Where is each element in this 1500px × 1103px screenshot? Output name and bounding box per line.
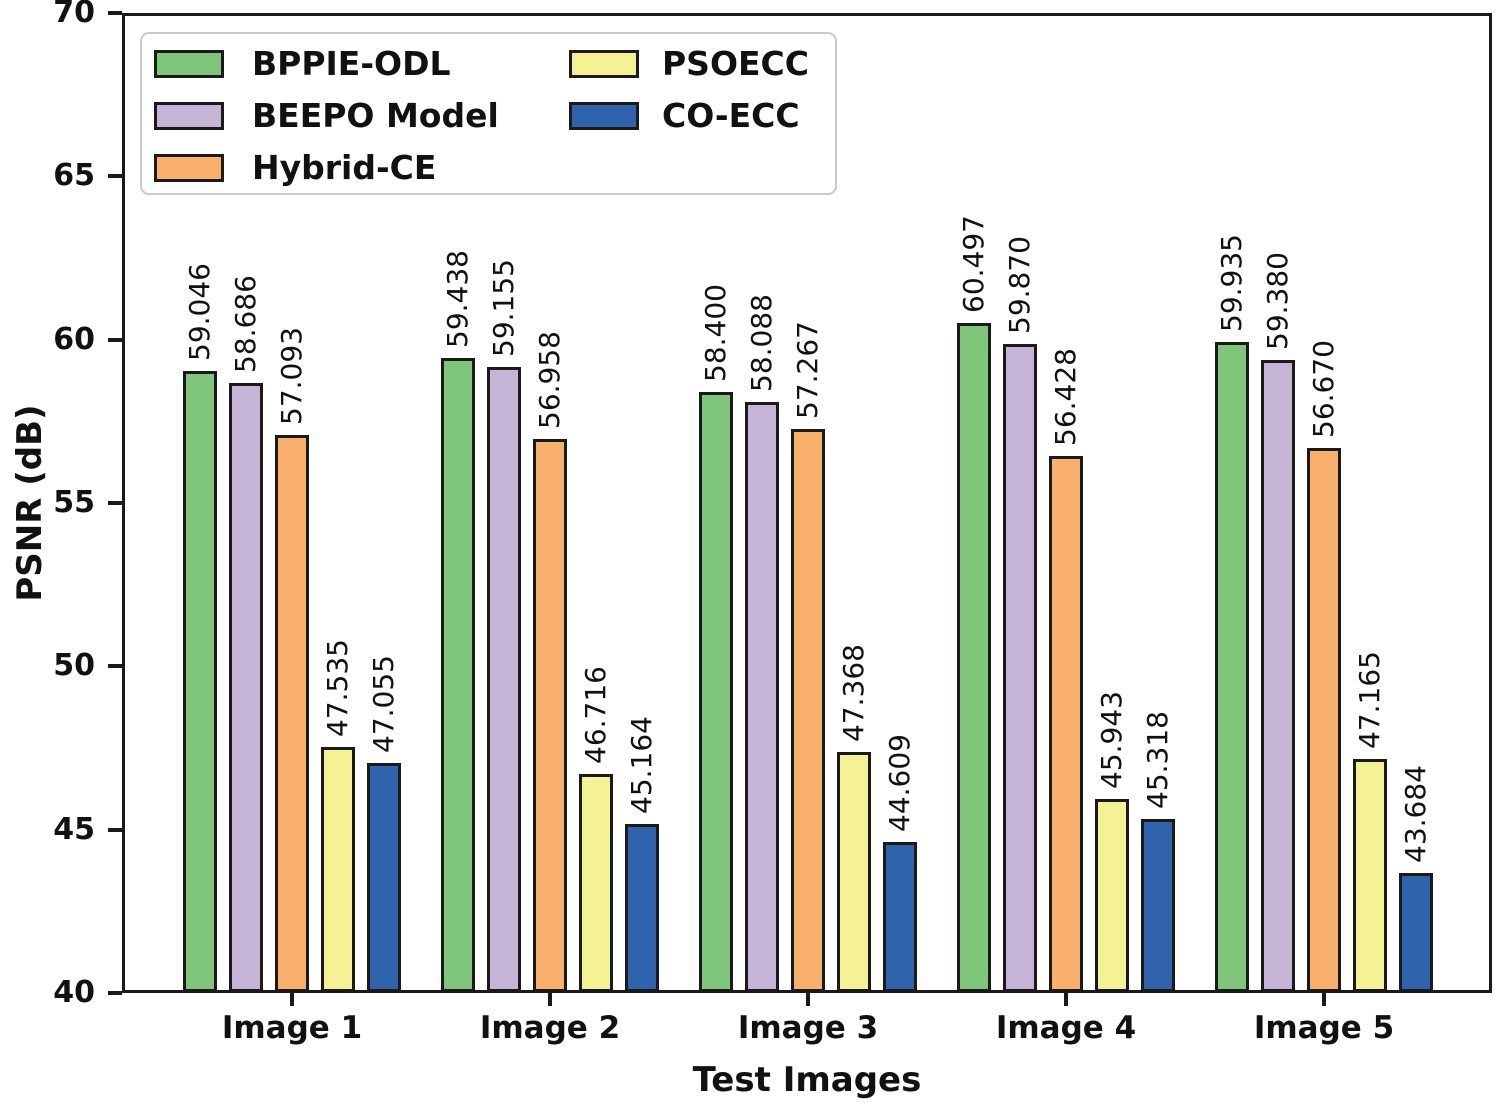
legend-swatch-beepo-model [154, 102, 224, 130]
bar-hybrid-ce-image-5 [1307, 448, 1341, 992]
bar-value-text: 59.870 [1003, 235, 1036, 334]
y-tick-label: 55 [53, 485, 95, 520]
y-tick-mark [108, 337, 122, 342]
bar-value-text: 45.318 [1141, 711, 1174, 810]
bar-value-text: 59.438 [441, 250, 474, 349]
x-tick-mark [1322, 993, 1326, 1006]
bar-psoecc-image-2 [579, 773, 613, 992]
bar-value-text: 47.165 [1353, 650, 1386, 749]
legend-label-psoecc: PSOECC [662, 44, 809, 83]
bar-psoecc-image-4 [1095, 798, 1129, 992]
bar-beepo-model-image-1 [229, 382, 263, 992]
legend: BPPIE-ODL BEEPO Model Hybrid-CE PSOECC CO-EC… [140, 32, 837, 195]
bar-value-text: 45.943 [1095, 690, 1128, 789]
y-tick-label: 50 [53, 648, 95, 684]
legend-swatch-bppie-odl [154, 50, 224, 78]
bar-co-ecc-image-4 [1141, 819, 1175, 992]
bar-bppie-odl-image-5 [1215, 341, 1249, 992]
x-tick-mark [548, 993, 552, 1006]
y-tick-label: 65 [53, 158, 95, 194]
bar-bppie-odl-image-3 [699, 391, 733, 992]
bar-value-text: 59.935 [1215, 233, 1248, 332]
y-tick-mark [108, 501, 122, 505]
bar-value-text: 58.686 [229, 274, 262, 373]
bar-value-text: 57.267 [791, 320, 824, 419]
x-tick-label-image-5: Image 5 [1253, 1010, 1395, 1046]
bar-beepo-model-image-2 [487, 367, 521, 992]
legend-label-co-ecc: CO-ECC [662, 96, 800, 135]
bar-hybrid-ce-image-1 [275, 434, 309, 992]
bar-value-text: 47.055 [367, 654, 400, 753]
bar-value-text: 44.609 [883, 734, 916, 833]
bar-psoecc-image-3 [837, 752, 871, 992]
bar-bppie-odl-image-2 [441, 358, 475, 992]
x-tick-mark [806, 993, 810, 1006]
bar-hybrid-ce-image-2 [533, 439, 567, 992]
bar-beepo-model-image-4 [1003, 343, 1037, 992]
legend-label-hybrid-ce: Hybrid-CE [252, 148, 437, 187]
bar-hybrid-ce-image-3 [791, 428, 825, 992]
bar-value-text: 56.670 [1307, 340, 1340, 439]
y-tick-mark [108, 827, 122, 832]
y-tick-label: 40 [53, 975, 95, 1010]
y-tick-mark [108, 11, 122, 15]
bar-value-text: 46.716 [579, 665, 612, 764]
bar-value-text: 58.088 [745, 294, 778, 393]
legend-label-bppie-odl: BPPIE-ODL [252, 44, 451, 83]
bar-value-text: 59.155 [487, 259, 520, 358]
bar-value-text: 43.684 [1399, 764, 1432, 863]
x-tick-label-image-4: Image 4 [995, 1010, 1137, 1046]
bar-hybrid-ce-image-4 [1049, 456, 1083, 992]
x-tick-mark [1064, 993, 1068, 1006]
bar-value-text: 59.380 [1261, 251, 1294, 350]
bar-bppie-odl-image-1 [183, 370, 217, 992]
y-tick-label: 60 [53, 321, 95, 357]
y-tick-mark [108, 991, 122, 995]
x-axis-title: Test Images [692, 1060, 922, 1100]
legend-swatch-psoecc [569, 50, 639, 78]
bar-value-text: 56.958 [533, 331, 566, 430]
legend-swatch-co-ecc [569, 102, 639, 130]
bar-co-ecc-image-2 [625, 824, 659, 992]
legend-label-beepo-model: BEEPO Model [252, 96, 499, 135]
x-tick-label-image-1: Image 1 [221, 1010, 363, 1046]
bar-co-ecc-image-3 [883, 842, 917, 992]
y-tick-mark [108, 174, 122, 179]
x-tick-mark [290, 993, 294, 1006]
bar-value-text: 56.428 [1049, 348, 1082, 447]
y-tick-label: 70 [53, 0, 95, 30]
bar-value-text: 45.164 [625, 716, 658, 815]
x-tick-label-image-2: Image 2 [479, 1010, 621, 1046]
bar-co-ecc-image-1 [367, 762, 401, 992]
bar-value-text: 47.535 [321, 638, 354, 737]
bar-value-text: 47.368 [837, 644, 870, 743]
bar-bppie-odl-image-4 [957, 323, 991, 992]
bar-value-text: 60.497 [957, 215, 990, 314]
legend-swatch-hybrid-ce [154, 154, 224, 182]
bar-value-text: 58.400 [699, 283, 732, 382]
bar-co-ecc-image-5 [1399, 872, 1433, 992]
bar-psoecc-image-1 [321, 746, 355, 992]
y-tick-label: 45 [53, 811, 95, 847]
y-tick-mark [108, 664, 122, 669]
x-tick-label-image-3: Image 3 [737, 1010, 879, 1046]
bar-beepo-model-image-5 [1261, 359, 1295, 992]
bar-psoecc-image-5 [1353, 758, 1387, 992]
bar-value-text: 57.093 [275, 326, 308, 425]
bar-beepo-model-image-3 [745, 402, 779, 992]
bar-value-text: 59.046 [183, 262, 216, 361]
